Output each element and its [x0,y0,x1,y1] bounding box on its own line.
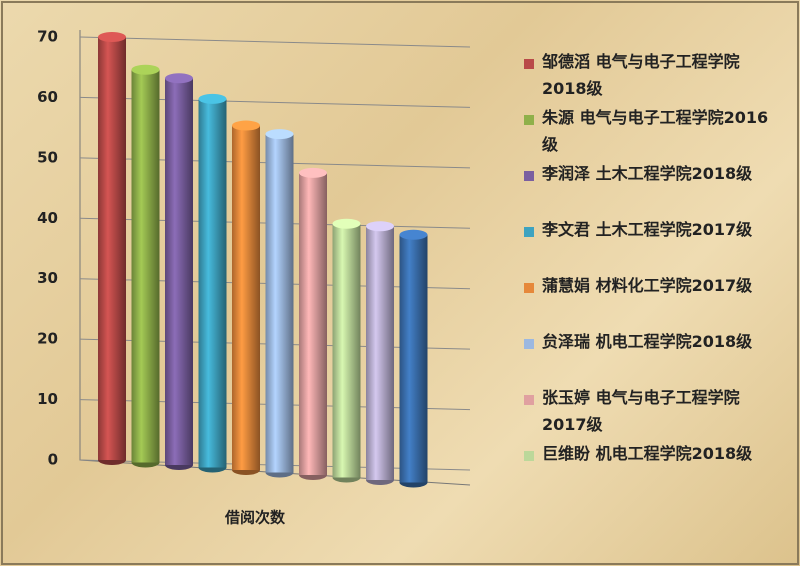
legend: 邹德滔 电气与电子工程学院2018级 朱源 电气与电子工程学院2016级李润泽 土… [520,48,782,496]
bar-top [131,64,160,75]
bar-top [198,93,227,104]
legend-swatch [524,395,534,405]
legend-label: 巨维盼 机电工程学院2018级 [542,444,753,463]
bar [98,37,126,460]
y-tick-label: 10 [37,390,58,408]
bar-top [232,120,260,131]
y-tick-label: 20 [37,330,58,348]
y-tick-label: 60 [37,88,58,106]
bar [332,223,361,478]
grid-line [79,36,471,48]
legend-label: 贠泽瑞 机电工程学院2018级 [542,332,753,351]
legend-swatch [524,451,534,461]
legend-swatch [524,283,534,293]
legend-swatch [524,171,534,181]
bar-top [366,221,394,232]
bar [165,78,193,465]
legend-item: 李润泽 土木工程学院2018级 [520,160,782,216]
x-axis-label: 借阅次数 [224,509,286,527]
legend-swatch [524,59,534,69]
bar [198,98,227,468]
legend-item: 蒲慧娟 材料化工学院2017级 [520,272,782,328]
bar [299,172,327,475]
bar [232,125,260,471]
legend-label: 李润泽 土木工程学院2018级 [542,164,753,183]
y-tick-label: 0 [48,451,58,469]
y-tick-label: 40 [37,209,58,227]
legend-swatch [524,339,534,349]
bar-top [399,229,428,240]
y-tick-label: 70 [37,28,58,46]
legend-swatch [524,227,534,237]
bar-top [332,218,361,229]
legend-label: 张玉婷 电气与电子工程学院2017级 [542,388,740,434]
legend-item: 李文君 土木工程学院2017级 [520,216,782,272]
bar-top [165,73,193,84]
bar [399,234,428,483]
legend-item: 巨维盼 机电工程学院2018级 [520,440,782,496]
legend-label: 朱源 电气与电子工程学院2016级 [542,108,769,154]
bar [366,226,394,480]
bar-top [98,32,126,42]
legend-label: 李文君 土木工程学院2017级 [542,220,753,239]
legend-label: 蒲慧娟 材料化工学院2017级 [542,276,753,295]
bar [131,69,160,463]
legend-label: 邹德滔 电气与电子工程学院2018级 [542,52,740,98]
bar-top [265,129,294,140]
legend-item: 邹德滔 电气与电子工程学院2018级 [520,48,782,104]
legend-item: 贠泽瑞 机电工程学院2018级 [520,328,782,384]
y-tick-label: 50 [37,148,58,166]
legend-item: 张玉婷 电气与电子工程学院2017级 [520,384,782,440]
legend-item: 朱源 电气与电子工程学院2016级 [520,104,782,160]
bar [265,134,294,473]
y-tick-label: 30 [37,269,58,287]
legend-swatch [524,115,534,125]
bar-top [299,167,327,178]
